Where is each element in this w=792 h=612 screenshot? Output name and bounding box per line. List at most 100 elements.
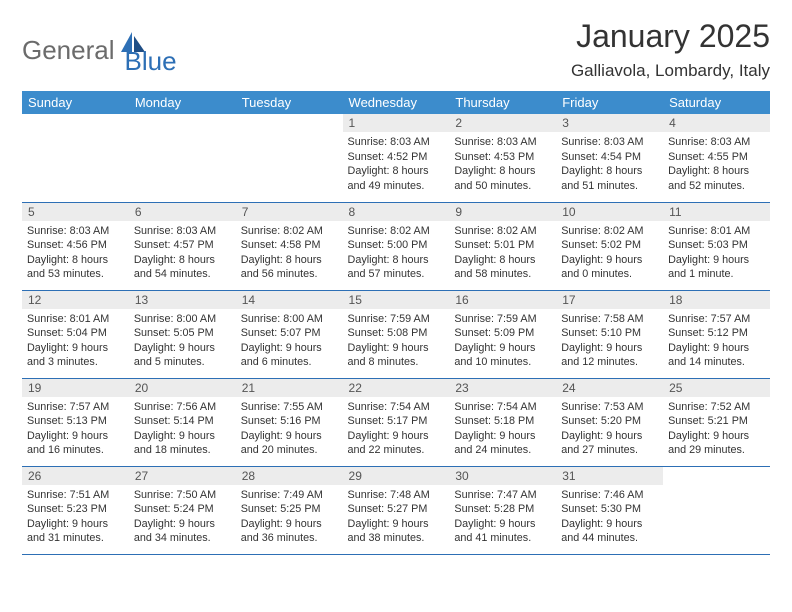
sunset-text: Sunset: 5:20 PM [561,414,658,429]
title-block: January 2025 Galliavola, Lombardy, Italy [571,18,770,81]
sunrise-text: Sunrise: 7:54 AM [454,400,551,415]
sunset-text: Sunset: 4:54 PM [561,150,658,165]
daylight-text: Daylight: 9 hours and 38 minutes. [348,517,445,546]
daylight-text: Daylight: 9 hours and 8 minutes. [348,341,445,370]
day-detail: Sunrise: 8:02 AMSunset: 5:02 PMDaylight:… [556,221,663,287]
day-header: Saturday [663,91,770,114]
daylight-text: Daylight: 9 hours and 20 minutes. [241,429,338,458]
day-detail: Sunrise: 7:59 AMSunset: 5:08 PMDaylight:… [343,309,450,375]
day-number: 9 [449,203,556,221]
sunset-text: Sunset: 5:10 PM [561,326,658,341]
daylight-text: Daylight: 9 hours and 27 minutes. [561,429,658,458]
calendar-cell: 17Sunrise: 7:58 AMSunset: 5:10 PMDayligh… [556,290,663,378]
sunrise-text: Sunrise: 7:55 AM [241,400,338,415]
day-detail: Sunrise: 7:46 AMSunset: 5:30 PMDaylight:… [556,485,663,551]
day-detail: Sunrise: 8:00 AMSunset: 5:07 PMDaylight:… [236,309,343,375]
daylight-text: Daylight: 9 hours and 1 minute. [668,253,765,282]
daylight-text: Daylight: 9 hours and 41 minutes. [454,517,551,546]
calendar-cell: 8Sunrise: 8:02 AMSunset: 5:00 PMDaylight… [343,202,450,290]
calendar-cell: 1Sunrise: 8:03 AMSunset: 4:52 PMDaylight… [343,114,450,202]
day-detail: Sunrise: 8:03 AMSunset: 4:53 PMDaylight:… [449,132,556,198]
sunrise-text: Sunrise: 8:03 AM [348,135,445,150]
calendar-week: 19Sunrise: 7:57 AMSunset: 5:13 PMDayligh… [22,378,770,466]
daylight-text: Daylight: 8 hours and 56 minutes. [241,253,338,282]
daylight-text: Daylight: 9 hours and 3 minutes. [27,341,124,370]
calendar-cell: 6Sunrise: 8:03 AMSunset: 4:57 PMDaylight… [129,202,236,290]
day-detail: Sunrise: 8:03 AMSunset: 4:52 PMDaylight:… [343,132,450,198]
calendar-cell: 10Sunrise: 8:02 AMSunset: 5:02 PMDayligh… [556,202,663,290]
calendar-cell: 12Sunrise: 8:01 AMSunset: 5:04 PMDayligh… [22,290,129,378]
calendar-cell: 31Sunrise: 7:46 AMSunset: 5:30 PMDayligh… [556,466,663,554]
calendar-cell [22,114,129,202]
sunrise-text: Sunrise: 7:46 AM [561,488,658,503]
daylight-text: Daylight: 8 hours and 58 minutes. [454,253,551,282]
day-number: 18 [663,291,770,309]
sunrise-text: Sunrise: 8:01 AM [27,312,124,327]
calendar-cell: 24Sunrise: 7:53 AMSunset: 5:20 PMDayligh… [556,378,663,466]
calendar-cell: 9Sunrise: 8:02 AMSunset: 5:01 PMDaylight… [449,202,556,290]
calendar-cell: 23Sunrise: 7:54 AMSunset: 5:18 PMDayligh… [449,378,556,466]
day-detail: Sunrise: 7:48 AMSunset: 5:27 PMDaylight:… [343,485,450,551]
calendar-cell: 29Sunrise: 7:48 AMSunset: 5:27 PMDayligh… [343,466,450,554]
sunrise-text: Sunrise: 7:59 AM [454,312,551,327]
sunrise-text: Sunrise: 8:00 AM [241,312,338,327]
day-detail: Sunrise: 7:55 AMSunset: 5:16 PMDaylight:… [236,397,343,463]
day-number: 25 [663,379,770,397]
day-number: 1 [343,114,450,132]
day-detail: Sunrise: 7:54 AMSunset: 5:17 PMDaylight:… [343,397,450,463]
sunset-text: Sunset: 5:13 PM [27,414,124,429]
day-detail: Sunrise: 8:02 AMSunset: 4:58 PMDaylight:… [236,221,343,287]
day-number: 7 [236,203,343,221]
day-number: 22 [343,379,450,397]
sunset-text: Sunset: 4:56 PM [27,238,124,253]
sunset-text: Sunset: 4:58 PM [241,238,338,253]
day-detail: Sunrise: 7:59 AMSunset: 5:09 PMDaylight:… [449,309,556,375]
day-number: 27 [129,467,236,485]
sunset-text: Sunset: 5:12 PM [668,326,765,341]
sunrise-text: Sunrise: 8:00 AM [134,312,231,327]
day-number: 28 [236,467,343,485]
daylight-text: Daylight: 8 hours and 57 minutes. [348,253,445,282]
day-header: Thursday [449,91,556,114]
daylight-text: Daylight: 9 hours and 18 minutes. [134,429,231,458]
sunrise-text: Sunrise: 8:02 AM [561,224,658,239]
page-title: January 2025 [571,18,770,55]
calendar-cell: 18Sunrise: 7:57 AMSunset: 5:12 PMDayligh… [663,290,770,378]
day-detail: Sunrise: 7:57 AMSunset: 5:12 PMDaylight:… [663,309,770,375]
logo-text-general: General [22,35,115,66]
day-header: Friday [556,91,663,114]
day-detail: Sunrise: 7:52 AMSunset: 5:21 PMDaylight:… [663,397,770,463]
calendar-cell: 3Sunrise: 8:03 AMSunset: 4:54 PMDaylight… [556,114,663,202]
calendar-week: 26Sunrise: 7:51 AMSunset: 5:23 PMDayligh… [22,466,770,554]
daylight-text: Daylight: 9 hours and 14 minutes. [668,341,765,370]
day-number: 19 [22,379,129,397]
sunset-text: Sunset: 5:30 PM [561,502,658,517]
calendar-cell: 27Sunrise: 7:50 AMSunset: 5:24 PMDayligh… [129,466,236,554]
calendar-cell: 11Sunrise: 8:01 AMSunset: 5:03 PMDayligh… [663,202,770,290]
sunset-text: Sunset: 4:52 PM [348,150,445,165]
sunset-text: Sunset: 5:23 PM [27,502,124,517]
daylight-text: Daylight: 9 hours and 31 minutes. [27,517,124,546]
day-detail: Sunrise: 8:03 AMSunset: 4:57 PMDaylight:… [129,221,236,287]
calendar-cell [236,114,343,202]
sunset-text: Sunset: 5:21 PM [668,414,765,429]
day-detail: Sunrise: 7:49 AMSunset: 5:25 PMDaylight:… [236,485,343,551]
daylight-text: Daylight: 8 hours and 53 minutes. [27,253,124,282]
location-label: Galliavola, Lombardy, Italy [571,61,770,81]
calendar-cell: 2Sunrise: 8:03 AMSunset: 4:53 PMDaylight… [449,114,556,202]
sunrise-text: Sunrise: 8:02 AM [454,224,551,239]
calendar-week: 12Sunrise: 8:01 AMSunset: 5:04 PMDayligh… [22,290,770,378]
sunset-text: Sunset: 5:16 PM [241,414,338,429]
day-number: 14 [236,291,343,309]
sunset-text: Sunset: 5:00 PM [348,238,445,253]
sunrise-text: Sunrise: 7:58 AM [561,312,658,327]
calendar-week: 5Sunrise: 8:03 AMSunset: 4:56 PMDaylight… [22,202,770,290]
sunrise-text: Sunrise: 7:57 AM [668,312,765,327]
daylight-text: Daylight: 9 hours and 34 minutes. [134,517,231,546]
daylight-text: Daylight: 9 hours and 0 minutes. [561,253,658,282]
sunset-text: Sunset: 4:57 PM [134,238,231,253]
sunset-text: Sunset: 5:09 PM [454,326,551,341]
logo: General Blue [22,24,177,77]
calendar-week: 1Sunrise: 8:03 AMSunset: 4:52 PMDaylight… [22,114,770,202]
day-number: 4 [663,114,770,132]
